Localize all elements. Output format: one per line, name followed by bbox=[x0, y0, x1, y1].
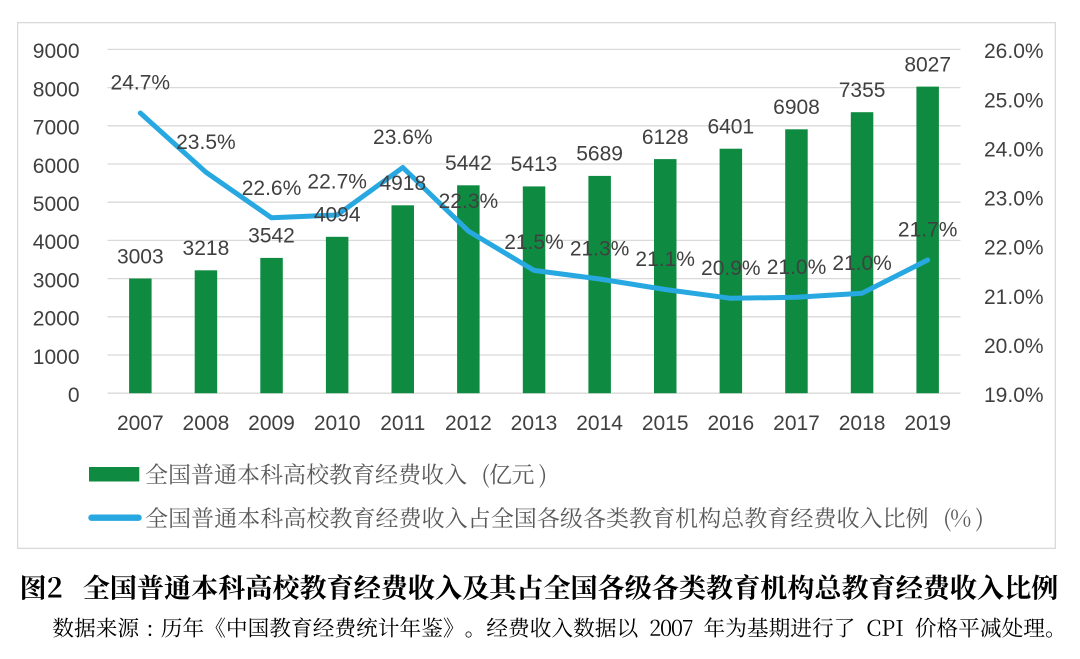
svg-text:2018: 2018 bbox=[839, 412, 886, 435]
svg-text:5413: 5413 bbox=[511, 153, 558, 176]
svg-text:23.0%: 23.0% bbox=[984, 188, 1044, 211]
svg-text:21.0%: 21.0% bbox=[832, 252, 892, 275]
svg-text:23.5%: 23.5% bbox=[176, 131, 236, 154]
svg-text:5000: 5000 bbox=[33, 193, 80, 216]
svg-text:22.0%: 22.0% bbox=[984, 237, 1044, 260]
svg-text:2017: 2017 bbox=[773, 412, 820, 435]
svg-text:2008: 2008 bbox=[183, 412, 230, 435]
svg-text:2013: 2013 bbox=[511, 412, 558, 435]
svg-text:2016: 2016 bbox=[707, 412, 754, 435]
svg-text:21.7%: 21.7% bbox=[898, 219, 958, 242]
svg-text:4918: 4918 bbox=[379, 172, 426, 195]
svg-text:4000: 4000 bbox=[33, 231, 80, 254]
svg-text:22.7%: 22.7% bbox=[307, 170, 367, 193]
svg-text:0: 0 bbox=[68, 384, 80, 407]
svg-text:2011: 2011 bbox=[380, 412, 425, 435]
svg-text:19.0%: 19.0% bbox=[984, 384, 1044, 407]
svg-text:23.6%: 23.6% bbox=[373, 126, 433, 149]
svg-text:21.3%: 21.3% bbox=[570, 238, 630, 261]
svg-text:2012: 2012 bbox=[445, 412, 492, 435]
svg-text:2015: 2015 bbox=[642, 412, 689, 435]
svg-text:6000: 6000 bbox=[33, 155, 80, 178]
svg-text:7000: 7000 bbox=[33, 117, 80, 140]
svg-text:22.6%: 22.6% bbox=[242, 177, 302, 200]
svg-text:22.3%: 22.3% bbox=[439, 190, 499, 213]
svg-text:21.0%: 21.0% bbox=[984, 286, 1044, 309]
svg-text:2010: 2010 bbox=[314, 412, 361, 435]
svg-text:21.0%: 21.0% bbox=[767, 256, 827, 279]
svg-text:26.0%: 26.0% bbox=[984, 40, 1044, 63]
svg-text:24.7%: 24.7% bbox=[111, 72, 171, 95]
svg-text:20.9%: 20.9% bbox=[701, 257, 761, 280]
svg-text:1000: 1000 bbox=[33, 346, 80, 369]
svg-text:2007: 2007 bbox=[117, 412, 164, 435]
svg-text:7355: 7355 bbox=[839, 79, 886, 102]
svg-text:4094: 4094 bbox=[314, 204, 361, 227]
svg-text:8027: 8027 bbox=[904, 53, 951, 76]
svg-text:25.0%: 25.0% bbox=[984, 89, 1044, 112]
svg-text:5442: 5442 bbox=[445, 152, 492, 175]
svg-text:3218: 3218 bbox=[183, 237, 230, 260]
svg-text:9000: 9000 bbox=[33, 40, 80, 63]
svg-text:3000: 3000 bbox=[33, 269, 80, 292]
svg-text:2019: 2019 bbox=[904, 412, 951, 435]
svg-text:24.0%: 24.0% bbox=[984, 138, 1044, 161]
svg-text:3003: 3003 bbox=[117, 245, 164, 268]
svg-text:2000: 2000 bbox=[33, 308, 80, 331]
svg-text:6128: 6128 bbox=[642, 126, 689, 149]
svg-text:6908: 6908 bbox=[773, 96, 820, 119]
svg-text:20.0%: 20.0% bbox=[984, 335, 1044, 358]
svg-text:2009: 2009 bbox=[248, 412, 295, 435]
svg-text:5689: 5689 bbox=[576, 143, 623, 166]
svg-text:2014: 2014 bbox=[576, 412, 623, 435]
svg-text:3542: 3542 bbox=[248, 225, 295, 248]
svg-text:6401: 6401 bbox=[707, 116, 754, 139]
svg-text:21.1%: 21.1% bbox=[635, 248, 695, 271]
svg-text:8000: 8000 bbox=[33, 78, 80, 101]
svg-text:21.5%: 21.5% bbox=[504, 231, 564, 254]
